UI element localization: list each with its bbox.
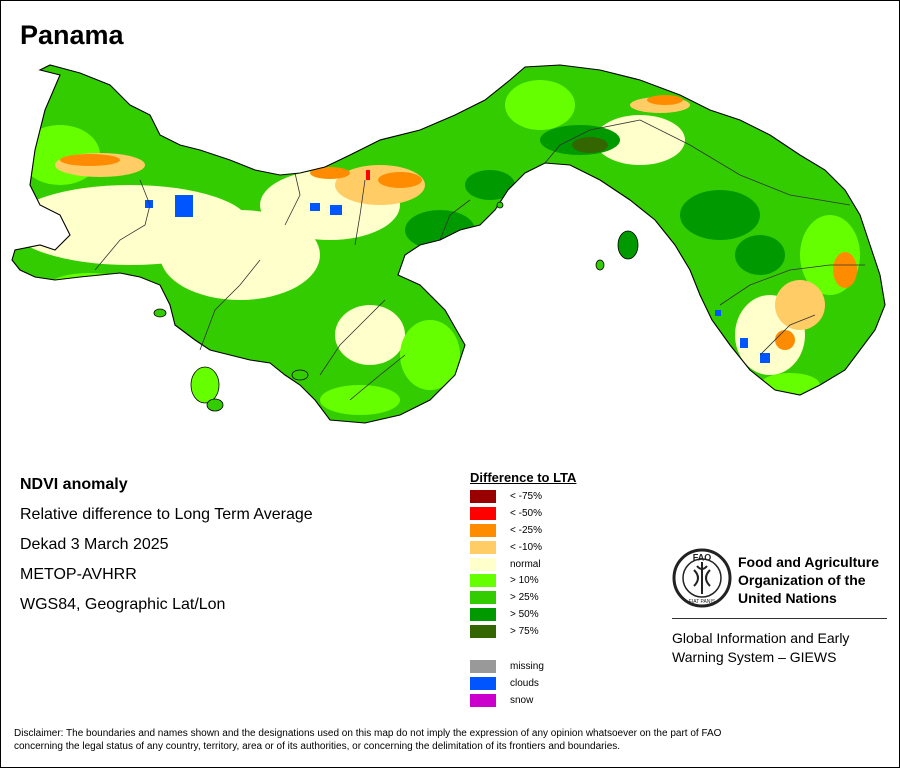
map-title: Panama [20,20,124,50]
legend-swatch [470,693,496,707]
legend-gap [470,640,576,658]
disclaimer-line-1: Disclaimer: The boundaries and names sho… [14,728,722,739]
legend-class-row: < -50% [470,505,576,522]
legend-swatch [470,574,496,588]
legend-label: > 75% [510,626,539,638]
legend-class-row: < -25% [470,522,576,539]
fao-logo-motto: FIAT PANIS [689,599,716,605]
legend-label: snow [510,694,534,706]
fao-name-line-1: Food and Agriculture [738,554,880,570]
legend-label: normal [510,558,541,570]
legend-class-row: > 10% [470,572,576,589]
legend-title: Difference to LTA [470,470,577,485]
legend-swatch [470,506,496,520]
legend-label: < -75% [510,490,542,502]
disclaimer: Disclaimer: The boundaries and names sho… [14,727,884,753]
info-projection: WGS84, Geographic Lat/Lon [20,596,226,613]
info-date: Dekad 3 March 2025 [20,536,169,553]
legend-class-row: normal [470,556,576,573]
fao-logo-letters: FAO [693,553,712,563]
giews-name: Global Information and Early Warning Sys… [672,629,892,667]
info-description: Relative difference to Long Term Average [20,506,313,523]
legend-swatch [470,540,496,554]
legend-class-row: > 25% [470,589,576,606]
fao-name-line-3: United Nations [738,590,837,606]
legend-label: clouds [510,677,539,689]
legend-swatch [470,523,496,537]
legend-swatch [470,659,496,673]
info-product: NDVI anomaly [20,476,128,493]
legend-swatch [470,625,496,639]
legend-swatch [470,557,496,571]
legend-class-row: > 75% [470,623,576,640]
legend-label: < -25% [510,524,542,536]
disclaimer-line-2: concerning the legal status of any count… [14,741,621,752]
legend-label: < -10% [510,541,542,553]
legend-class-row: > 50% [470,606,576,623]
fao-logo-icon: FAO FIAT PANIS [672,548,732,608]
legend-swatch [470,591,496,605]
legend-classes: < -75% < -50% < -25% < -10% normal > 10% > 25%… [470,488,576,640]
legend-extra-row: clouds [470,675,576,692]
legend-class-row: < -10% [470,539,576,556]
legend-swatch [470,489,496,503]
giews-line-1: Global Information and Early [672,630,850,646]
legend: Difference to LTA < -75% < -50% < -25% < -1… [470,470,576,709]
legend-label: > 25% [510,592,539,604]
legend-extra-row: missing [470,658,576,675]
legend-extra: missing clouds snow [470,658,576,709]
legend-label: > 50% [510,609,539,621]
legend-swatch [470,676,496,690]
legend-label: > 10% [510,575,539,587]
legend-label: < -50% [510,507,542,519]
map-info: NDVI anomaly Relative difference to Long… [20,474,313,624]
legend-swatch [470,608,496,622]
giews-line-2: Warning System – GIEWS [672,649,837,665]
legend-class-row: < -75% [470,488,576,505]
legend-label: missing [510,660,544,672]
fao-name: Food and Agriculture Organization of the… [738,553,898,607]
info-sensor: METOP-AVHRR [20,566,137,583]
fao-divider [672,618,887,619]
ndvi-map [0,55,900,440]
legend-extra-row: snow [470,692,576,709]
fao-name-line-2: Organization of the [738,572,866,588]
